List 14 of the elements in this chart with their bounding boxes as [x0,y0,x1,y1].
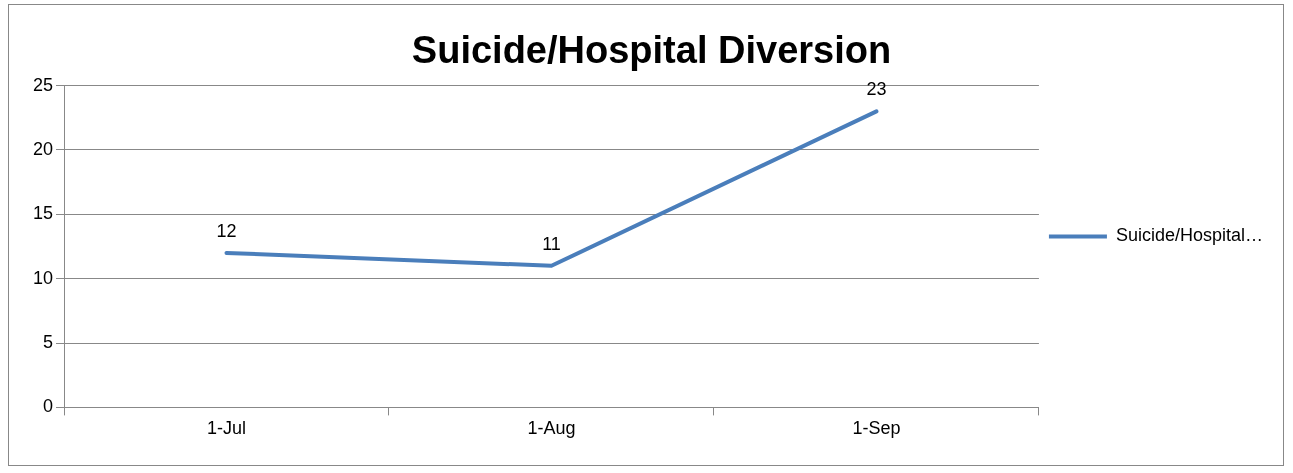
chart-title: Suicide/Hospital Diversion [411,29,892,72]
y-tick-label: 0 [43,396,54,417]
data-label: 12 [216,220,237,241]
y-tick-label: 5 [43,332,54,353]
x-tick-label: 1-Aug [527,418,576,439]
y-tick-label: 20 [32,138,54,159]
y-tick-label: 25 [32,74,54,95]
x-tick-label: 1-Sep [852,418,901,439]
data-label: 11 [542,233,561,254]
x-tick-label: 1-Jul [207,418,247,439]
data-label: 23 [866,79,887,100]
legend-label: Suicide/Hospital… [1115,225,1264,246]
y-tick-label: 15 [32,203,54,224]
y-tick-label: 10 [32,267,54,288]
